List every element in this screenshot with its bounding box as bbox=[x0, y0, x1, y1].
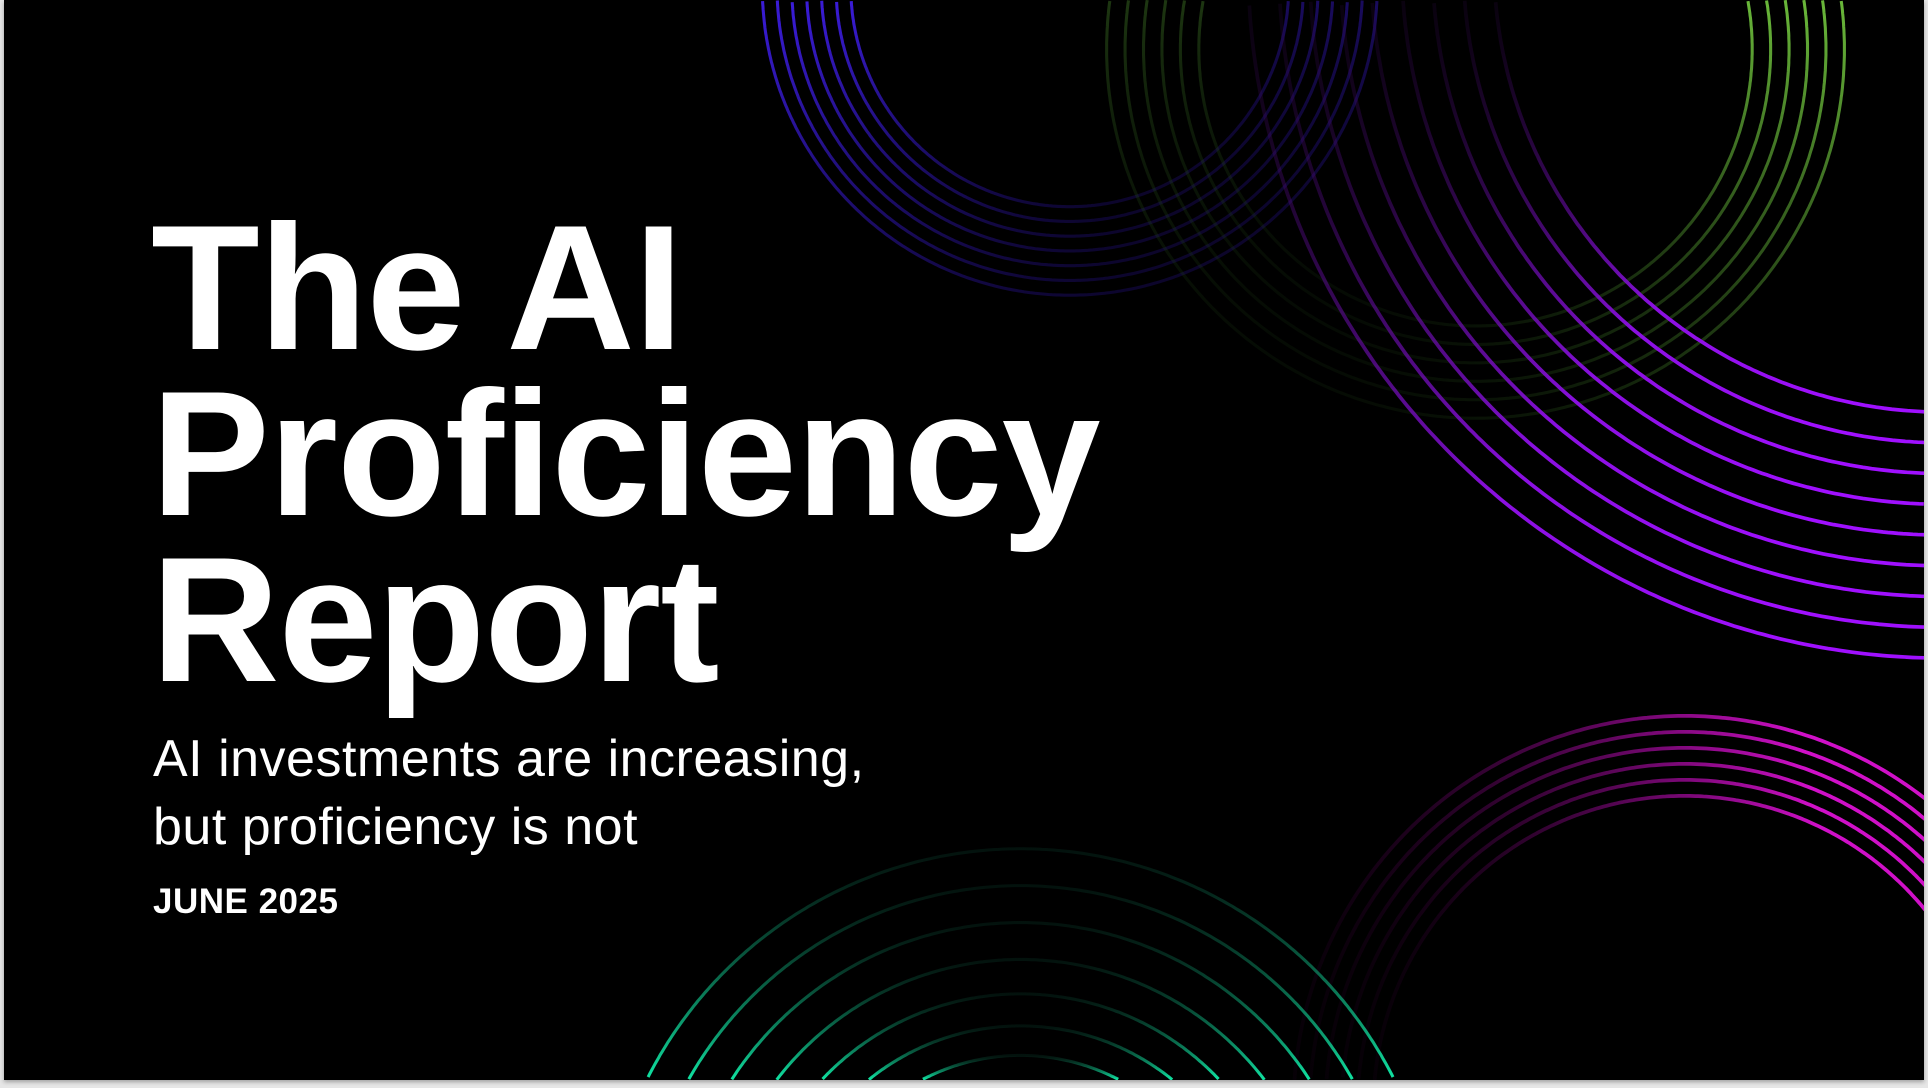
decorative-arc bbox=[1178, 0, 1773, 346]
report-subtitle: AI investments are increasing, but profi… bbox=[153, 725, 865, 861]
decorative-arc bbox=[1493, 2, 1924, 414]
decorative-arc bbox=[646, 847, 1395, 1078]
subtitle-line: AI investments are increasing, bbox=[153, 730, 865, 788]
teal-arc-group bbox=[646, 847, 1395, 1080]
decorative-arc bbox=[1372, 794, 1924, 1080]
decorative-arc bbox=[1141, 0, 1810, 383]
decorative-arc bbox=[1278, 3, 1924, 629]
decorative-arc bbox=[1432, 3, 1924, 476]
title-line: Proficiency bbox=[151, 354, 1101, 553]
decorative-arc bbox=[775, 957, 1266, 1080]
purple-arc-group bbox=[1247, 0, 1924, 660]
magenta-arc-group bbox=[1292, 714, 1924, 1080]
decorative-arc bbox=[1247, 5, 1924, 660]
decorative-arc bbox=[922, 1053, 1119, 1080]
decorative-arc bbox=[1339, 5, 1924, 568]
decorative-arc bbox=[775, 0, 1364, 282]
decorative-arc bbox=[790, 2, 1349, 268]
decorative-arc bbox=[1370, 2, 1924, 537]
decorative-arc bbox=[1324, 746, 1924, 1080]
decorative-arc bbox=[1123, 0, 1828, 402]
decorative-arc bbox=[1197, 0, 1754, 328]
decorative-arc bbox=[1292, 714, 1924, 1080]
decorative-arc bbox=[1308, 730, 1924, 1078]
decorative-arc bbox=[1105, 0, 1846, 420]
report-cover-slide: The AI Proficiency Report AI investments… bbox=[4, 0, 1924, 1080]
decorative-arc bbox=[849, 1, 1290, 209]
title-line: Report bbox=[151, 520, 720, 719]
subtitle-line: but proficiency is not bbox=[153, 798, 639, 856]
decorative-arc bbox=[1356, 778, 1924, 1079]
decorative-arc bbox=[1462, 0, 1924, 445]
report-date: JUNE 2025 bbox=[153, 882, 339, 921]
decorative-arc bbox=[687, 884, 1354, 1080]
blue-arc-group bbox=[761, 0, 1379, 297]
decorative-arcs bbox=[646, 0, 1924, 1080]
decorative-arc bbox=[1160, 0, 1791, 365]
decorative-arc bbox=[821, 992, 1220, 1080]
title-line: The AI bbox=[151, 188, 683, 387]
decorative-arc bbox=[761, 1, 1379, 297]
decorative-arc bbox=[820, 0, 1320, 238]
decorative-arc bbox=[805, 1, 1335, 253]
decorative-arc bbox=[1308, 1, 1924, 599]
decorative-arc bbox=[1340, 762, 1924, 1078]
decorative-arc bbox=[730, 921, 1311, 1080]
report-title: The AI Proficiency Report bbox=[151, 188, 1101, 719]
decorative-arc bbox=[867, 1024, 1174, 1080]
decorative-arc bbox=[1401, 0, 1924, 506]
decorative-arc bbox=[835, 1, 1305, 223]
